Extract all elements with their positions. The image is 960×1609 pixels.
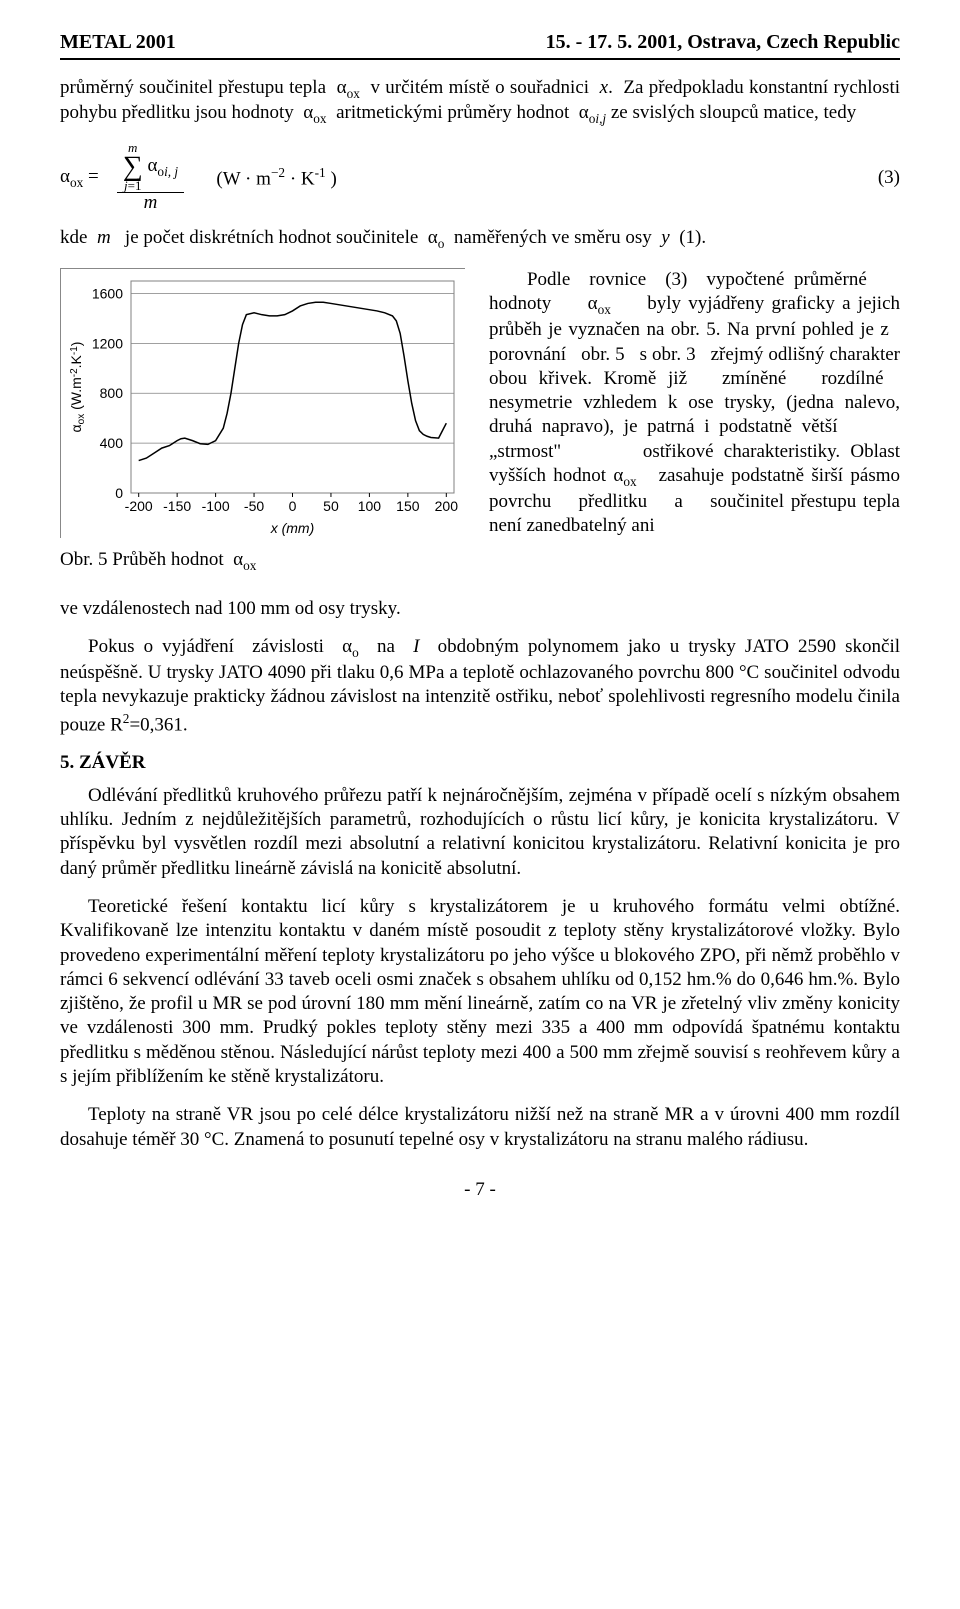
paragraph-right-of-figure: Podle rovnice (3) vypočtené průměrné hod… [489, 268, 900, 593]
svg-text:x (mm): x (mm) [270, 520, 315, 536]
svg-text:50: 50 [323, 498, 339, 514]
svg-text:1600: 1600 [92, 286, 123, 302]
page-number: - 7 - [60, 1178, 900, 1202]
paragraph-below-figure: ve vzdálenostech nad 100 mm od osy trysk… [60, 597, 900, 621]
paragraph-zaver-3: Teploty na straně VR jsou po celé délce … [60, 1103, 900, 1152]
svg-text:-100: -100 [202, 498, 230, 514]
paragraph-pokus: Pokus o vyjádření závislosti αo na I obd… [60, 635, 900, 737]
equation-3-number: (3) [860, 166, 900, 190]
paragraph-intro: průměrný součinitel přestupu tepla αox v… [60, 76, 900, 128]
paragraph-zaver-2: Teoretické řešení kontaktu licí kůry s k… [60, 895, 900, 1090]
svg-text:400: 400 [100, 435, 124, 451]
svg-text:-200: -200 [125, 498, 153, 514]
svg-text:800: 800 [100, 385, 124, 401]
svg-text:1200: 1200 [92, 335, 123, 351]
svg-text:-50: -50 [244, 498, 264, 514]
paragraph-zaver-1: Odlévání předlitků kruhového průřezu pat… [60, 784, 900, 881]
svg-text:200: 200 [435, 498, 459, 514]
page-header: METAL 2001 15. - 17. 5. 2001, Ostrava, C… [60, 30, 900, 60]
section-5-heading: 5. ZÁVĚR [60, 751, 900, 775]
svg-text:0: 0 [289, 498, 297, 514]
header-right: 15. - 17. 5. 2001, Ostrava, Czech Republ… [546, 30, 900, 56]
header-left: METAL 2001 [60, 30, 176, 56]
svg-text:150: 150 [396, 498, 420, 514]
figure-5-chart: 0 400 800 1200 1600 -200 -150 -100 -50 0 50 100 150 2… [60, 268, 465, 538]
svg-text:100: 100 [358, 498, 382, 514]
svg-text:0: 0 [115, 485, 123, 501]
figure-5-caption: Obr. 5 Průběh hodnot αox [60, 548, 465, 574]
where-clause: kde m je počet diskrétních hodnot součin… [60, 226, 900, 252]
svg-text:-150: -150 [163, 498, 191, 514]
equation-3: αox = m ∑ j=1 αoi, j m (W · m−2 · K-1 ) … [60, 141, 900, 214]
